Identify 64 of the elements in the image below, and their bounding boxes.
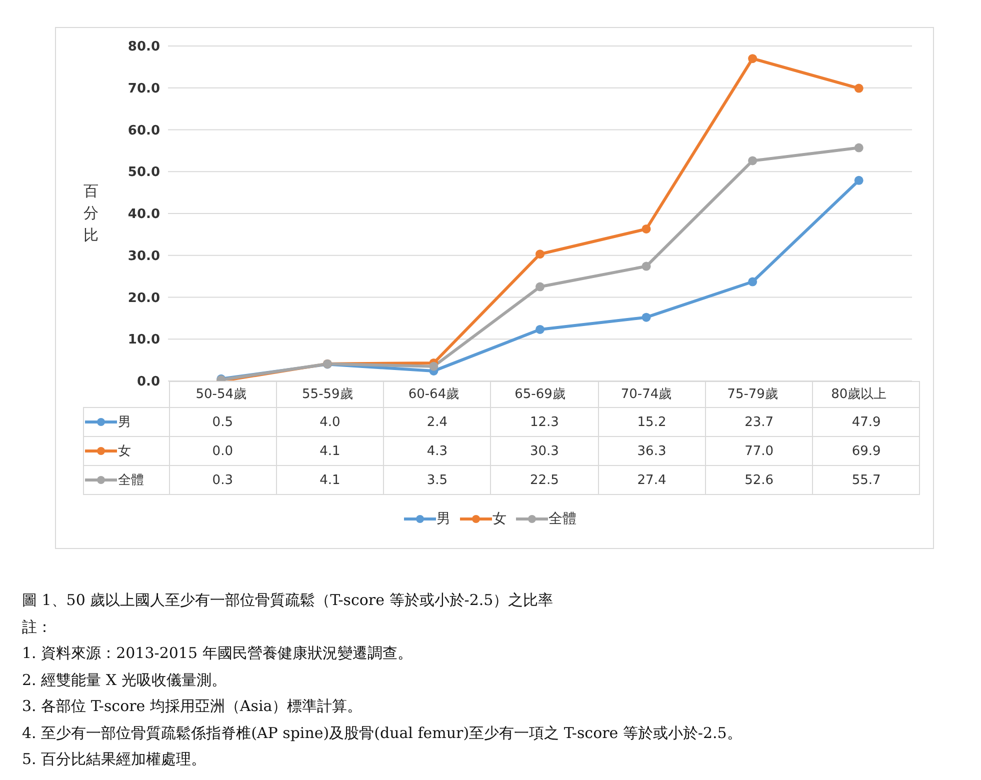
y-tick-label: 70.0 (128, 81, 160, 96)
text: 圖 1、50 歲以上國人至少有一部位骨質疏鬆（T-score 等於或小於-2.5）之比率 (22, 590, 554, 611)
data-label: 0.5 (169, 408, 276, 436)
text: 5. 百分比結果經加權處理。 (22, 749, 208, 770)
data-label: 77.0 (705, 436, 813, 466)
point (748, 277, 758, 286)
data-label: 30.3 (490, 436, 598, 466)
data-label: 47.9 (812, 408, 920, 436)
x-tick-label: 70-74歲 (620, 387, 672, 402)
data-label: 15.2 (598, 408, 706, 436)
point (854, 176, 864, 185)
data-label: 52.6 (705, 466, 813, 494)
y-tick-label: 0.0 (136, 374, 160, 390)
data-label: 36.3 (598, 436, 706, 466)
data-label: 22.5 (490, 466, 598, 494)
y-tick-label: 10.0 (128, 332, 160, 348)
data-label: 4.3 (384, 436, 491, 466)
data-label: 0.3 (169, 466, 276, 494)
data-label: 27.4 (598, 466, 706, 494)
y-tick-label: 60.0 (128, 123, 160, 138)
legend-label: 女 (84, 436, 169, 466)
data-label: 0.0 (169, 436, 276, 466)
y-tick-label: 40.0 (128, 207, 160, 222)
text: 註： (22, 616, 53, 638)
x-tick-label: 65-69歲 (514, 387, 566, 402)
x-tick-label: 80歲以上 (831, 387, 887, 402)
data-label: 4.0 (276, 408, 384, 436)
point (429, 362, 438, 371)
text: 全體 (548, 511, 576, 527)
point (536, 250, 544, 259)
point (642, 262, 651, 271)
data-label: 23.7 (705, 408, 813, 436)
x-tick-label: 60-64歲 (408, 387, 460, 402)
text: 男 (436, 511, 450, 527)
text: 2. 經雙能量 X 光吸收儀量測。 (22, 670, 228, 690)
text: 3. 各部位 T-score 均採用亞洲（Asia）標準計算。 (22, 696, 364, 717)
point (854, 143, 864, 152)
y-axis-title: 百分比 (82, 181, 100, 246)
point (536, 324, 544, 334)
x-tick-label: 55-59歲 (302, 387, 353, 402)
text: 女 (492, 511, 506, 527)
data-label: 12.3 (490, 408, 598, 436)
text: 4. 至少有一部位骨質疏鬆係指脊椎(AP spine)及股骨(dual femur)至少有一項之 T-score 等於或小於-2.5。 (22, 722, 742, 744)
point (748, 156, 758, 166)
legend-label: 男 (84, 408, 169, 436)
y-tick-label: 80.0 (128, 40, 160, 55)
data-label: 3.5 (384, 466, 491, 494)
point (748, 54, 758, 64)
point (536, 282, 544, 292)
text: 1. 資料來源：2013-2015 年國民營養健康狀況變遷調查。 (22, 643, 414, 664)
data-label: 4.1 (276, 466, 384, 494)
point (854, 84, 864, 93)
y-tick-label: 20.0 (128, 290, 160, 306)
point (642, 224, 651, 234)
data-label: 55.7 (812, 466, 920, 494)
y-tick-label: 30.0 (128, 248, 160, 264)
data-label: 4.1 (276, 436, 384, 466)
y-tick-label: 50.0 (128, 165, 160, 180)
x-tick-label: 50-54歲 (196, 387, 247, 402)
legend-label: 全體 (84, 466, 169, 494)
data-label: 69.9 (812, 436, 920, 466)
data-label: 2.4 (384, 408, 491, 436)
point (642, 312, 651, 322)
x-tick-label: 75-79歲 (727, 387, 778, 402)
